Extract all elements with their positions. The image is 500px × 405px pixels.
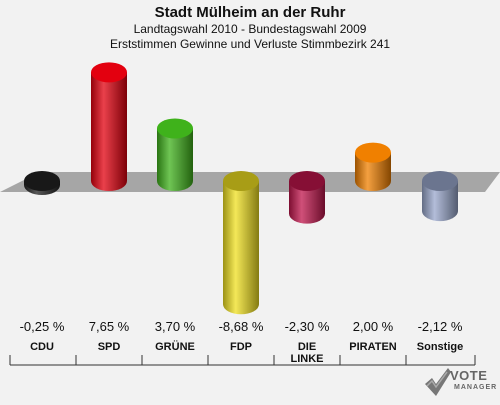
logo-subtext: MANAGER — [454, 384, 498, 391]
chart-subtitle-2: Erststimmen Gewinne und Verluste Stimmbe… — [109, 37, 391, 51]
bar-die-linke — [289, 171, 325, 224]
logo-text: VOTE — [450, 368, 488, 383]
value-label: -2,30 % — [285, 319, 330, 334]
category-label: CDU — [30, 341, 54, 353]
bar-spd — [91, 62, 127, 191]
category-label: GRÜNE — [155, 340, 195, 353]
category-label: DIE LINKE — [291, 341, 324, 365]
category-label: Sonstige — [417, 341, 463, 353]
vote-manager-logo: VOTE MANAGER — [422, 366, 500, 400]
category-label: FDP — [230, 341, 252, 353]
bar-piraten — [355, 142, 391, 191]
value-label: 2,00 % — [353, 319, 394, 334]
chart-title: Stadt Mülheim an der Ruhr — [154, 4, 346, 21]
value-label: 3,70 % — [155, 319, 196, 334]
value-label: -8,68 % — [219, 319, 264, 334]
chart-subtitle-1: Landtagswahl 2010 - Bundestagswahl 2009 — [133, 22, 367, 36]
bar-grüne — [157, 118, 193, 191]
bar-sonstige — [422, 171, 458, 222]
bar-fdp — [223, 171, 259, 315]
value-label: -0,25 % — [20, 319, 65, 334]
value-label: -2,12 % — [418, 319, 463, 334]
chart-header: Stadt Mülheim an der Ruhr Landtagswahl 2… — [0, 0, 500, 52]
category-label: PIRATEN — [349, 341, 397, 353]
bar-cdu — [24, 171, 60, 195]
category-label: SPD — [98, 341, 121, 353]
value-label: 7,65 % — [89, 319, 130, 334]
checkmark-icon — [425, 368, 451, 396]
